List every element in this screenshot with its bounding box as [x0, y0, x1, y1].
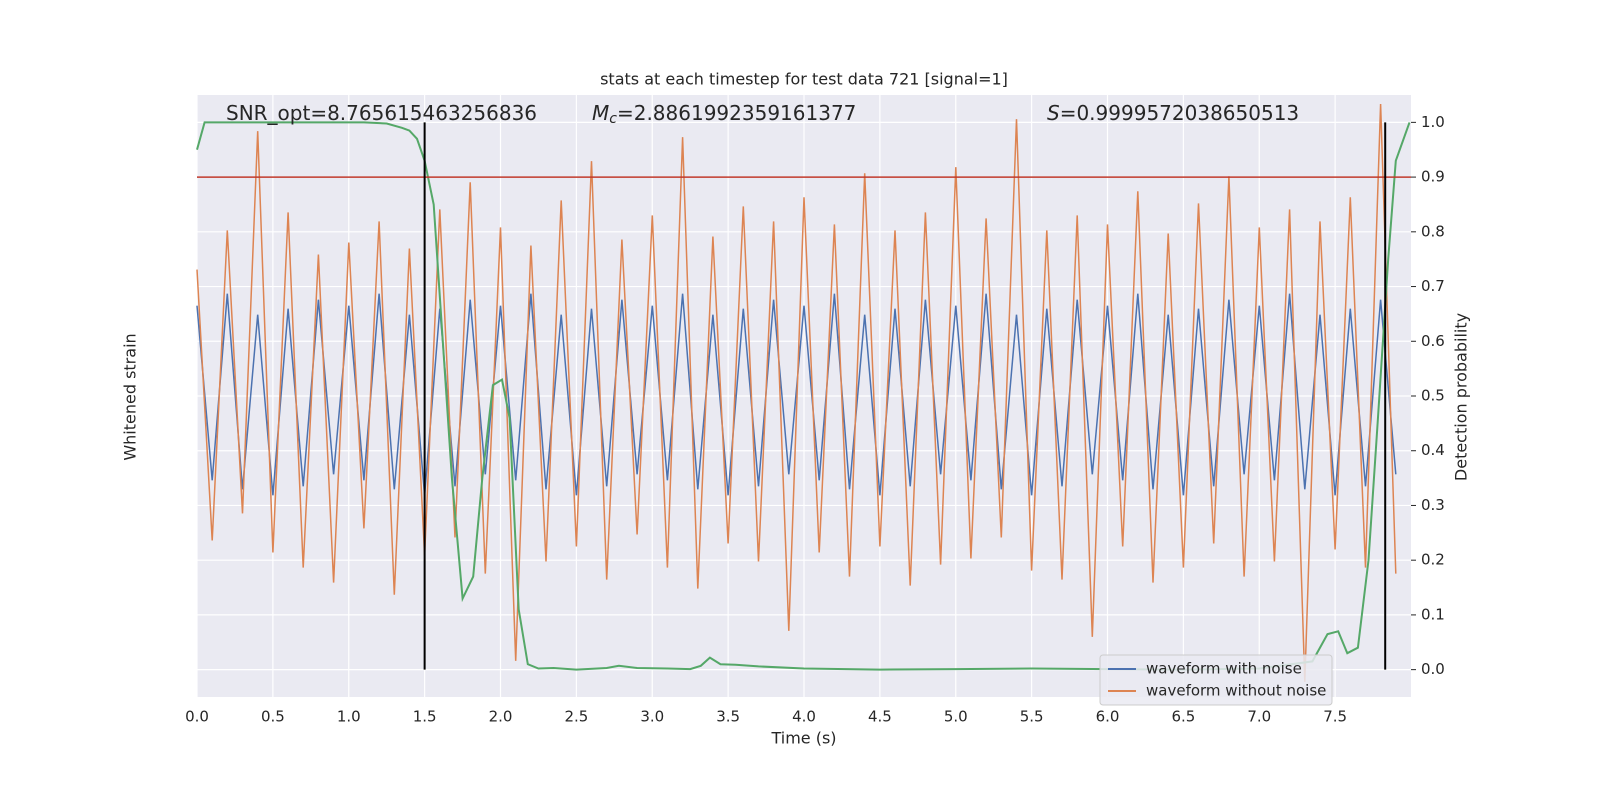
x-tick-label: 4.5	[868, 708, 892, 726]
legend-box	[1099, 654, 1333, 706]
annotation-text: SNR_opt=8.765615463256836	[226, 101, 537, 125]
x-tick-label: 3.0	[640, 708, 664, 726]
y2-tick-label: 0.5	[1421, 387, 1445, 405]
y2-tick-label: 0.9	[1421, 168, 1445, 186]
x-tick-label: 1.0	[337, 708, 361, 726]
x-tick-label: 0.0	[185, 708, 209, 726]
annotation-text: =0.9999572038650513	[1060, 101, 1299, 125]
series-line	[196, 293, 1397, 496]
y2-axis-label: Detection probability	[1452, 313, 1471, 481]
chart-title: stats at each timestep for test data 721…	[600, 70, 1008, 89]
x-tick-label: 1.5	[413, 708, 437, 726]
series-line	[196, 121, 1411, 671]
x-tick-label: 6.5	[1171, 708, 1195, 726]
series-line	[196, 103, 1397, 682]
x-tick-label: 5.0	[944, 708, 968, 726]
annotation-text: =2.8861992359161377	[617, 101, 856, 125]
annotation: SNR_opt=8.765615463256836	[226, 101, 537, 125]
annotation-subscript: c	[609, 111, 617, 127]
x-tick-label: 2.0	[489, 708, 513, 726]
annotation: Mc=2.8861992359161377	[592, 101, 856, 128]
legend-label: waveform with noise	[1146, 660, 1302, 678]
x-tick-label: 3.5	[716, 708, 740, 726]
x-tick-label: 6.0	[1096, 708, 1120, 726]
y2-tick-label: 0.4	[1421, 441, 1445, 459]
x-tick-label: 0.5	[261, 708, 285, 726]
x-tick-label: 7.5	[1323, 708, 1347, 726]
y2-tick-label: 0.7	[1421, 277, 1445, 295]
y2-tick-label: 1.0	[1421, 113, 1445, 131]
y2-tick-label: 0.0	[1421, 660, 1445, 678]
annotation: S=0.9999572038650513	[1047, 101, 1299, 125]
legend-label: waveform without noise	[1146, 682, 1326, 700]
y2-tick-label: 0.1	[1421, 605, 1445, 623]
annotation-symbol: S	[1047, 101, 1060, 125]
x-tick-label: 2.5	[564, 708, 588, 726]
y-axis-label: Whitened strain	[121, 333, 140, 460]
x-tick-label: 4.0	[792, 708, 816, 726]
y2-tick-label: 0.8	[1421, 222, 1445, 240]
annotation-symbol: M	[592, 101, 609, 125]
x-axis-label: Time (s)	[770, 729, 836, 748]
y2-tick-label: 0.6	[1421, 332, 1445, 350]
y2-tick-label: 0.2	[1421, 551, 1445, 569]
x-tick-label: 7.0	[1247, 708, 1271, 726]
x-tick-label: 5.5	[1020, 708, 1044, 726]
y2-tick-label: 0.3	[1421, 496, 1445, 514]
